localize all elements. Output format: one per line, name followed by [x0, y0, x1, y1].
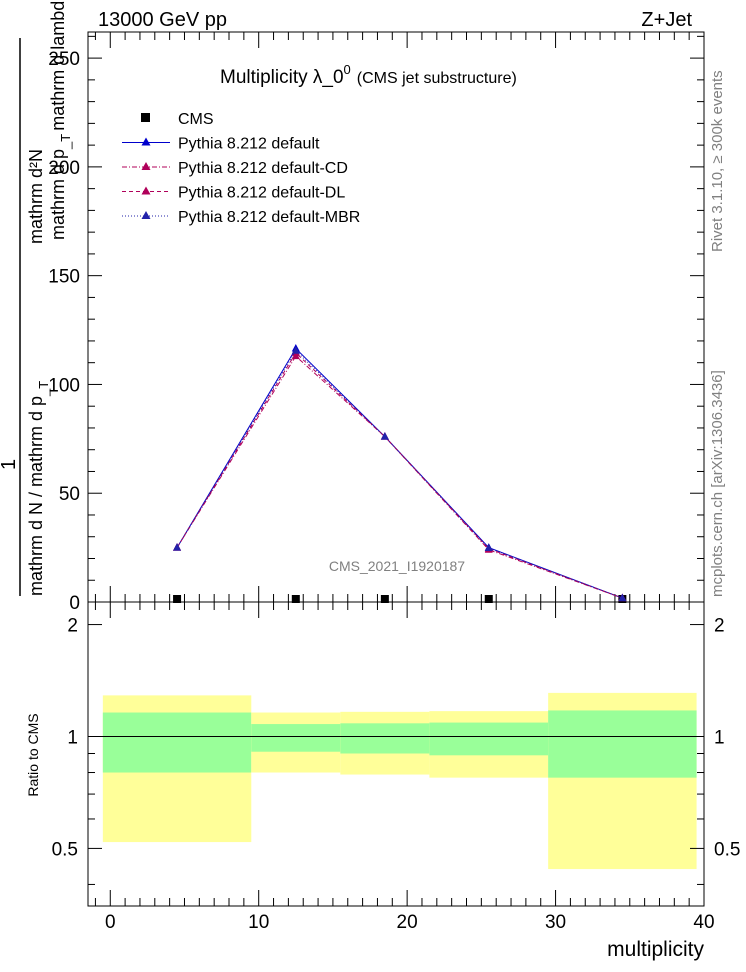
cms-data-point: [173, 595, 182, 603]
y-tick-label: 50: [59, 484, 80, 505]
y-label-numerator-one: 1: [0, 459, 20, 470]
legend-label: Pythia 8.212 default-MBR: [178, 209, 360, 226]
x-tick-label: 20: [397, 912, 418, 933]
uncertainty-band-inner: [251, 724, 341, 752]
main-x-ticks: [94, 32, 705, 602]
legend-marker: [141, 186, 151, 195]
x-tick-label: 0: [105, 912, 116, 933]
y-label-bottom: mathrm d N / mathrm d p_T: [26, 381, 51, 596]
x-tick-label: 10: [248, 912, 269, 933]
legend-label: CMS: [178, 111, 214, 128]
legend-entry: Pythia 8.212 default-CD: [122, 160, 348, 177]
analysis-watermark: CMS_2021_I1920187: [329, 558, 465, 574]
legend-marker: [141, 211, 151, 219]
legend-entry: Pythia 8.212 default: [122, 136, 320, 153]
ratio-y-ticks: 0.5 0.5 1 1 2 2: [52, 616, 740, 885]
series-marker: [484, 543, 493, 552]
legend-entry: Pythia 8.212 default-DL: [122, 185, 345, 202]
ratio-y-tick-label-right: 2: [714, 616, 725, 637]
series-marker: [291, 346, 300, 354]
main-series: [173, 344, 627, 603]
chart-title: Multiplicity λ_00 (CMS jet substructure): [220, 62, 517, 88]
y-tick-label: 250: [48, 49, 80, 70]
legend-label: Pythia 8.212 default-CD: [178, 160, 348, 177]
chart-title-sup: 0: [344, 62, 351, 77]
mcplots-label: mcplots.cern.ch [arXiv:1306.3436]: [709, 370, 726, 597]
uncertainty-band-inner: [429, 722, 549, 756]
ratio-y-tick-label-right: 1: [714, 727, 725, 748]
cms-data-point: [380, 595, 389, 603]
energy-label: 13000 GeV pp: [98, 9, 227, 31]
uncertainty-band-inner: [548, 710, 697, 778]
legend-label: Pythia 8.212 default-DL: [178, 185, 345, 202]
main-y-axis-label: 1 mathrm d²N mathrm d p_Tmathrm d lambda…: [0, 0, 73, 596]
series-line: [176, 355, 623, 599]
main-y-ticks: 0 50 100 150 200 250: [48, 35, 704, 614]
legend-entry: CMS: [141, 111, 214, 128]
legend: CMS Pythia 8.212 default Pythia 8.212 defa…: [122, 111, 360, 226]
ratio-y-tick-label: 2: [67, 616, 78, 637]
ratio-y-tick-label: 0.5: [52, 839, 78, 860]
ratio-y-tick-label-right: 0.5: [714, 839, 740, 860]
chart-title-main: Multiplicity λ_0: [220, 67, 344, 88]
cms-data-point: [484, 595, 493, 603]
legend-marker: [141, 113, 150, 122]
y-tick-label: 0: [69, 593, 80, 614]
uncertainty-band-inner: [340, 723, 430, 754]
cms-data-point: [291, 595, 300, 603]
rivet-label: Rivet 3.1.10, ≥ 300k events: [709, 70, 726, 252]
ratio-panel: 0.5 0.5 1 1 2 2 0 10 20 30 40 Ratio to CMS multip…: [25, 601, 740, 961]
x-tick-label: 40: [693, 912, 714, 933]
x-axis-label: multiplicity: [607, 938, 704, 961]
uncertainty-band-inner: [102, 712, 252, 773]
ratio-y-label: Ratio to CMS: [25, 713, 41, 796]
process-label: Z+Jet: [641, 9, 692, 31]
y-tick-label: 100: [48, 375, 80, 396]
ratio-y-tick-label: 1: [67, 727, 78, 748]
series-line: [176, 349, 623, 599]
x-tick-label: 30: [545, 912, 566, 933]
chart-title-sub: (CMS jet substructure): [357, 70, 517, 87]
y-tick-label: 200: [48, 158, 80, 179]
ratio-bands: [102, 692, 697, 870]
series-marker: [618, 593, 627, 602]
y-label-frac-den: mathrm d p_Tmathrm d lambda: [48, 0, 73, 240]
y-tick-label: 150: [48, 267, 80, 288]
y-label-frac-num: mathrm d²N: [26, 149, 46, 244]
legend-label: Pythia 8.212 default: [178, 136, 320, 153]
legend-marker: [141, 162, 151, 170]
series-marker: [380, 432, 389, 440]
legend-entry: Pythia 8.212 default-MBR: [122, 209, 360, 226]
series-marker: [173, 543, 182, 551]
ratio-x-ticks: 0 10 20 30 40: [94, 602, 715, 933]
legend-marker: [141, 137, 151, 146]
